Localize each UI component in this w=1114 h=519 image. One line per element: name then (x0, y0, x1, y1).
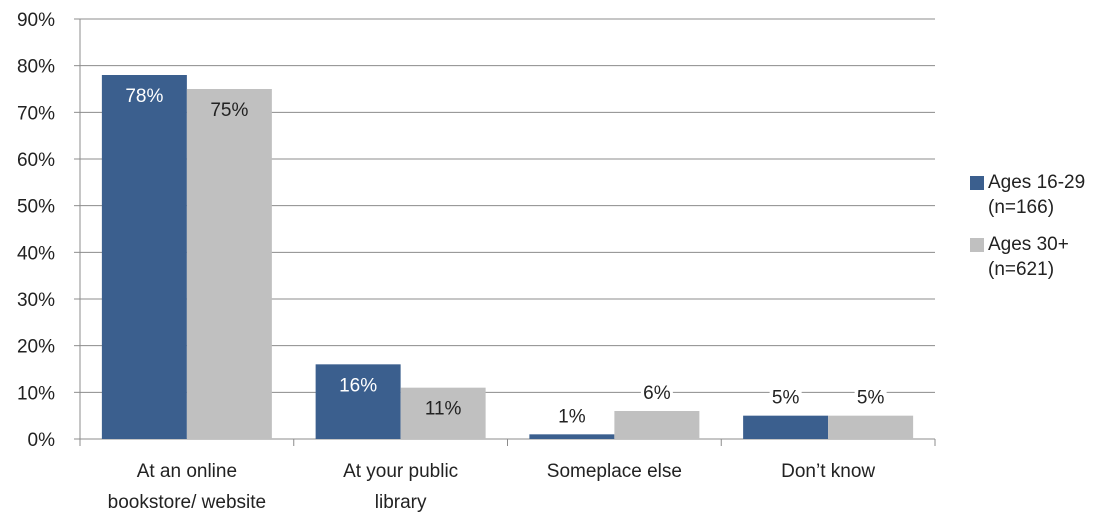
data-label: 1% (558, 406, 586, 427)
data-label-background (769, 384, 802, 410)
data-label: 5% (772, 388, 800, 409)
x-tick-label: bookstore/ website (108, 492, 266, 513)
y-tick-label: 90% (17, 10, 55, 31)
data-label: 5% (857, 388, 885, 409)
legend-swatch-ages-16-29 (970, 176, 984, 190)
y-tick-label: 70% (17, 103, 55, 124)
data-label: 11% (425, 399, 462, 420)
y-tick-label: 0% (28, 430, 56, 451)
data-label-background (854, 384, 887, 410)
data-label: 78% (125, 86, 163, 107)
data-label: 6% (643, 383, 671, 404)
y-tick-label: 40% (17, 243, 55, 264)
bar (400, 387, 486, 439)
legend-label-ages-30-plus: Ages 30+ (n=621) (988, 234, 1069, 280)
legend-item-ages-16-29: Ages 16-29 (n=166) (970, 170, 1108, 220)
y-tick-label: 30% (17, 290, 55, 311)
bar (315, 364, 401, 439)
x-tick-label: Someplace else (547, 461, 682, 482)
y-tick-label: 50% (17, 197, 55, 218)
legend-item-ages-30-plus: Ages 30+ (n=621) (970, 232, 1108, 282)
bar (101, 75, 187, 439)
y-tick-label: 10% (17, 383, 55, 404)
bar (529, 434, 615, 439)
x-tick-label: At an online (137, 461, 237, 482)
data-label-background (555, 403, 588, 429)
x-tick-label: library (375, 492, 427, 513)
legend-swatch-ages-30-plus (970, 238, 984, 252)
bar (828, 415, 914, 439)
data-label: 16% (339, 375, 377, 396)
y-tick-label: 80% (17, 57, 55, 78)
bar (743, 415, 829, 439)
bar (614, 411, 700, 439)
y-tick-label: 60% (17, 150, 55, 171)
chart-legend: Ages 16-29 (n=166) Ages 30+ (n=621) (970, 170, 1108, 294)
data-label: 75% (210, 100, 248, 121)
data-label-background (640, 380, 673, 405)
legend-label-ages-16-29: Ages 16-29 (n=166) (988, 172, 1086, 218)
y-tick-label: 20% (17, 337, 55, 358)
x-tick-label: Don’t know (781, 461, 875, 482)
bar (186, 89, 272, 439)
x-tick-label: At your public (343, 461, 458, 482)
